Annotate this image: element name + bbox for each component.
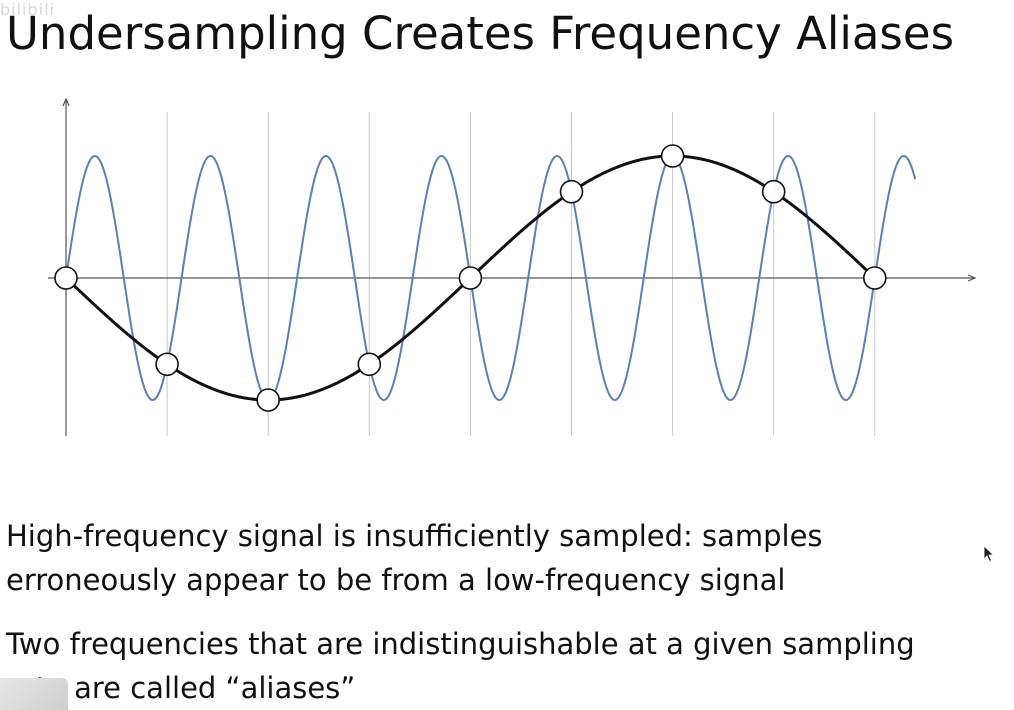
- x-axis-arrow: [967, 274, 977, 282]
- mouse-pointer-icon: [983, 545, 995, 563]
- sample-point: [256, 388, 281, 412]
- paragraph-aliases: Two frequencies that are indistinguishab…: [6, 622, 1006, 710]
- sample-point: [862, 266, 887, 290]
- slide-title: Undersampling Creates Frequency Aliases: [6, 7, 955, 60]
- sample-point: [761, 179, 786, 204]
- paragraph-1-line-1: High-frequency signal is insufficiently …: [6, 519, 823, 553]
- paragraph-2-line-1: Two frequencies that are indistinguishab…: [6, 627, 915, 661]
- sample-point: [458, 266, 483, 290]
- sample-points: [54, 144, 887, 412]
- paragraph-high-frequency: High-frequency signal is insufficiently …: [6, 514, 1006, 602]
- aliasing-chart: [48, 97, 977, 436]
- sample-point: [357, 352, 382, 377]
- y-axis-arrow: [62, 97, 70, 107]
- sample-point: [155, 352, 179, 377]
- sample-point: [54, 266, 78, 290]
- presenter-thumbnail: [0, 678, 68, 710]
- sample-grid-lines: [166, 112, 876, 436]
- sample-point: [559, 179, 584, 204]
- paragraph-1-line-2: erroneously appear to be from a low-freq…: [6, 563, 786, 597]
- sample-point: [660, 144, 685, 168]
- watermark: bilibili: [0, 0, 55, 19]
